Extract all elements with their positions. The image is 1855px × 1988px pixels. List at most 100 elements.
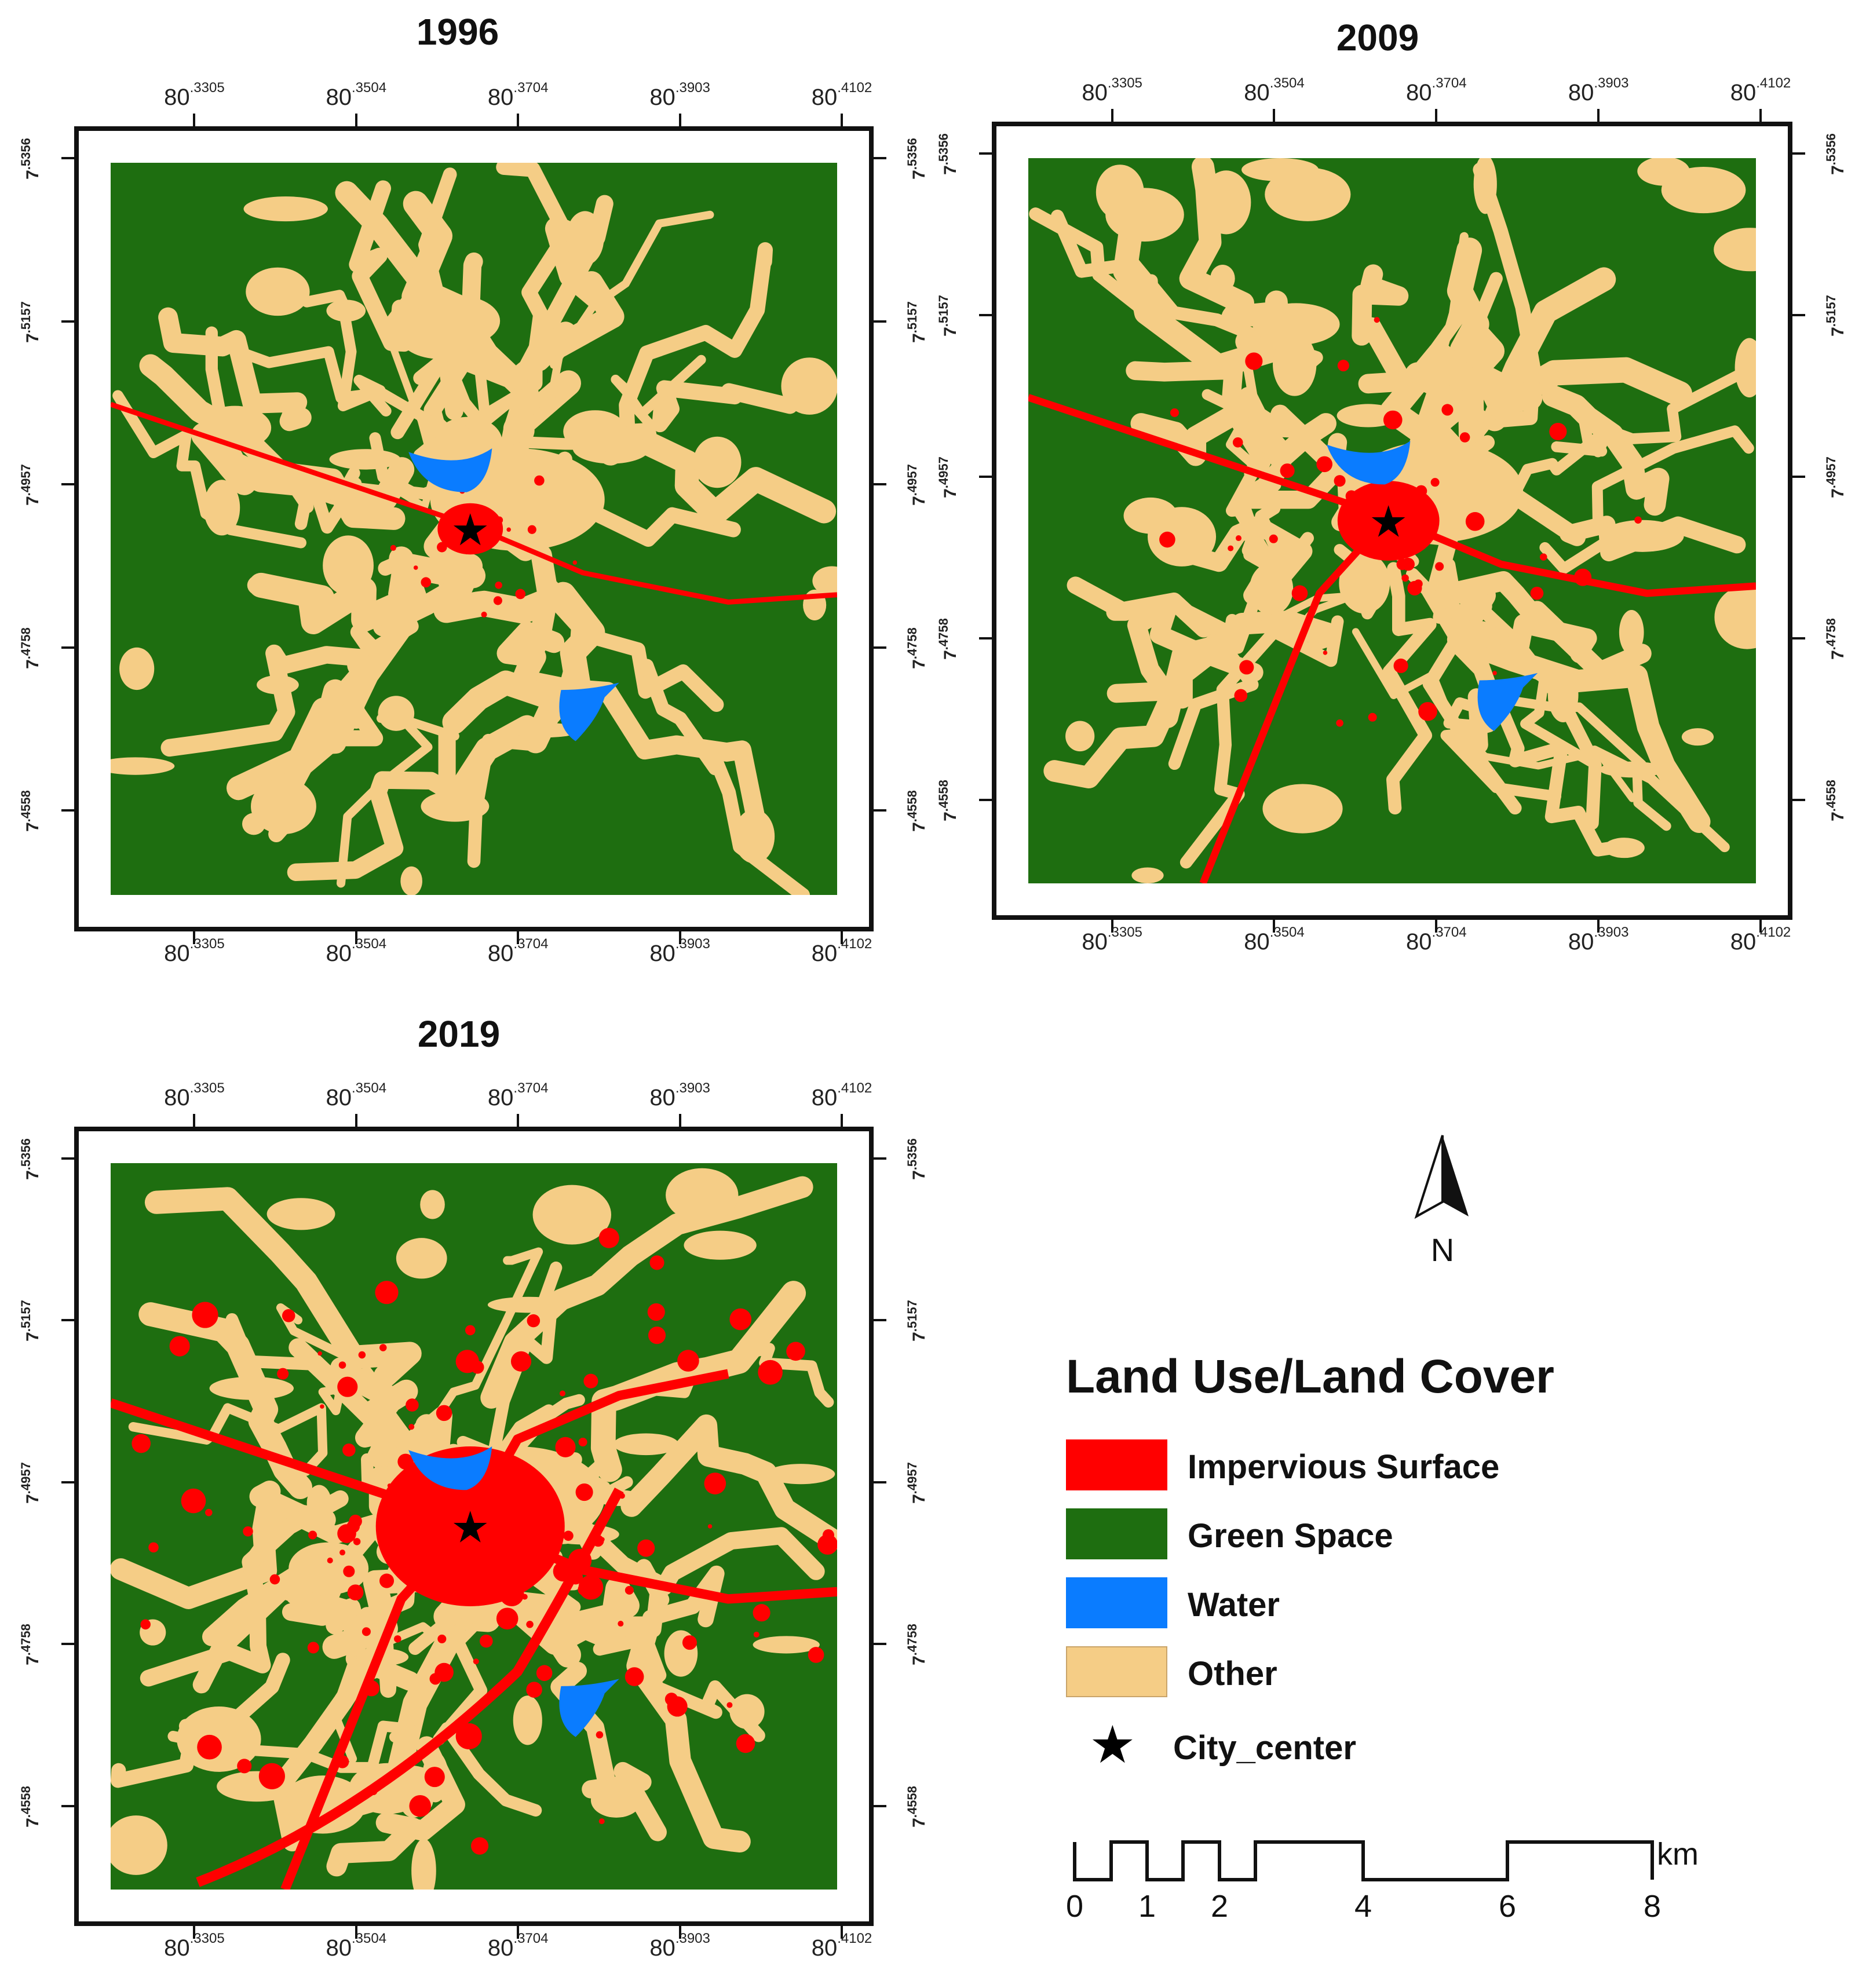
lon-tick xyxy=(355,1926,357,1939)
longitude-label-bottom: 80.3305 xyxy=(130,936,258,967)
other-valley xyxy=(287,726,456,881)
lat-tick xyxy=(874,1643,886,1646)
lon-tick xyxy=(841,1926,843,1939)
legend-label-green: Green Space xyxy=(1188,1517,1393,1555)
impervious-patch xyxy=(132,1434,151,1453)
urban-core xyxy=(1337,481,1440,561)
lat-base: 7 xyxy=(910,170,929,180)
star-icon: ★ xyxy=(1089,1716,1136,1774)
other-valley xyxy=(140,1490,349,1687)
water-swatch xyxy=(1066,1577,1167,1628)
impervious-patch xyxy=(667,1696,688,1717)
lat-base: 7 xyxy=(1828,488,1847,498)
impervious-patch xyxy=(1407,580,1422,595)
other-patch xyxy=(590,1782,642,1818)
north-label: N xyxy=(1430,1231,1455,1268)
lat-base: 7 xyxy=(910,1493,929,1504)
other-patch xyxy=(729,1694,765,1729)
other-patch xyxy=(349,1763,426,1814)
impervious-patch xyxy=(379,1573,395,1588)
impervious-patch xyxy=(1396,558,1408,571)
lat-tick xyxy=(61,1481,74,1483)
lat-sup: .5356 xyxy=(19,138,33,170)
other-patch xyxy=(666,1168,739,1222)
lat-sup: .4558 xyxy=(905,1785,919,1818)
other-patch xyxy=(111,1815,167,1875)
impervious-patch xyxy=(1316,456,1333,473)
lat-sup: .5157 xyxy=(905,301,919,333)
other-patch xyxy=(323,535,374,596)
impervious-patch xyxy=(181,1488,206,1514)
lon-sup: .3903 xyxy=(1594,924,1629,940)
north-arrow-icon xyxy=(1414,1135,1469,1219)
impervious-patch xyxy=(526,1621,534,1628)
other-patch xyxy=(1339,553,1390,614)
impervious-patch xyxy=(343,1565,355,1577)
longitude-label-top: 80.3504 xyxy=(293,1080,420,1111)
lat-tick xyxy=(1792,798,1805,801)
other-valley xyxy=(349,180,412,352)
other-patch xyxy=(1714,585,1756,649)
other-patch xyxy=(411,1839,436,1890)
lat-base: 7 xyxy=(23,822,42,832)
lat-tick xyxy=(874,1804,886,1807)
lon-tick xyxy=(193,114,196,126)
lon-base: 80 xyxy=(487,941,514,966)
lon-sup: .3305 xyxy=(189,1080,225,1096)
other-patch xyxy=(1681,728,1714,746)
other-patch xyxy=(111,757,175,775)
impervious-patch xyxy=(169,1336,190,1357)
impervious-patch xyxy=(327,1557,333,1563)
other-valley xyxy=(1539,425,1754,575)
impervious-patch xyxy=(307,1642,319,1654)
map-frame-2009: ★ xyxy=(992,122,1792,920)
other-valley xyxy=(205,326,331,530)
lon-base: 80 xyxy=(649,941,675,966)
impervious-patch xyxy=(1336,719,1343,727)
impervious-patch xyxy=(726,1702,733,1708)
other-valley xyxy=(442,670,568,800)
impervious-patch xyxy=(578,1575,604,1600)
other-valley xyxy=(652,361,807,433)
lon-sup: .3504 xyxy=(352,1931,387,1946)
other-valley xyxy=(1405,568,1522,815)
impervious-patch xyxy=(470,1361,484,1374)
other-valley xyxy=(619,242,773,445)
longitude-label-top: 80.3903 xyxy=(616,80,744,111)
other-valley xyxy=(1448,571,1652,682)
lat-sup: .5356 xyxy=(19,1138,33,1171)
impervious-patch xyxy=(625,1667,644,1686)
latitude-label-left: 7.4558 xyxy=(936,743,961,858)
impervious-patch xyxy=(1269,534,1278,543)
other-patch xyxy=(487,1296,569,1313)
impervious-patch xyxy=(786,1342,805,1361)
lat-sup: .5157 xyxy=(19,301,33,333)
impervious-patch xyxy=(1232,437,1243,448)
lat-tick xyxy=(61,1804,74,1807)
longitude-label-top: 80.3305 xyxy=(130,1080,258,1111)
latitude-label-right: 7.4558 xyxy=(905,1749,929,1865)
longitude-label-bottom: 80.3903 xyxy=(1535,924,1662,955)
impervious-patch xyxy=(1334,475,1346,487)
lon-base: 80 xyxy=(649,85,675,110)
impervious-patch xyxy=(394,1635,401,1643)
impervious-patch xyxy=(1159,531,1175,548)
map-svg-1996: ★ xyxy=(111,163,837,895)
latitude-label-left: 7.5356 xyxy=(19,101,43,217)
other-valley xyxy=(433,582,605,723)
lon-sup: .3903 xyxy=(675,936,710,952)
impervious-patch xyxy=(521,1594,528,1600)
longitude-label-top: 80.3704 xyxy=(454,1080,582,1111)
latitude-label-right: 7.5356 xyxy=(905,101,929,217)
impervious-patch xyxy=(1368,712,1377,722)
impervious-patch xyxy=(534,475,545,486)
lat-sup: .4957 xyxy=(1824,456,1838,489)
impervious-patch xyxy=(480,1634,493,1648)
lon-sup: .3903 xyxy=(675,80,710,96)
impervious-patch xyxy=(308,1530,317,1540)
longitude-label-bottom: 80.3504 xyxy=(293,936,420,967)
lon-sup: .3704 xyxy=(513,1931,549,1946)
latitude-label-left: 7.5157 xyxy=(19,264,43,380)
lon-tick xyxy=(1273,920,1276,933)
other-patch xyxy=(420,1190,445,1219)
